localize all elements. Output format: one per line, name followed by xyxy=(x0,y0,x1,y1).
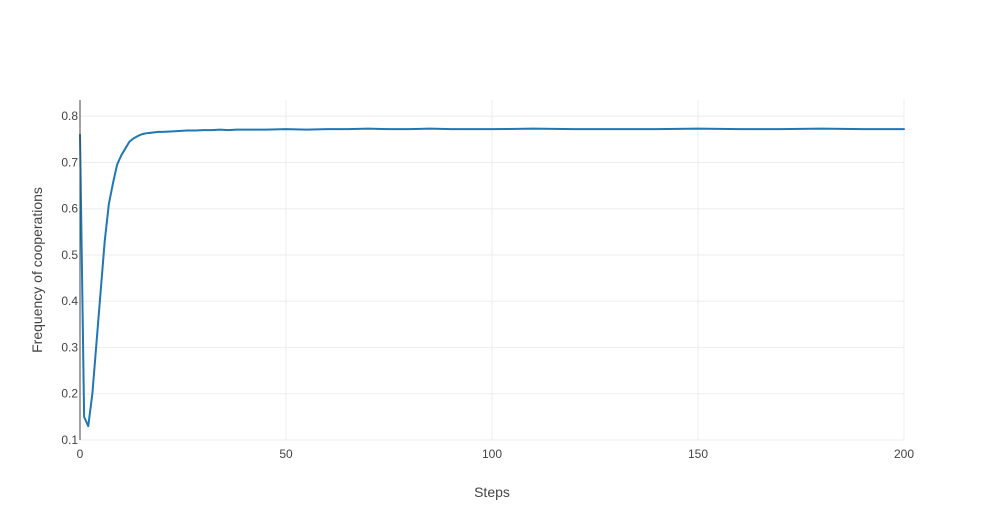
y-tick-label: 0.8 xyxy=(61,109,78,123)
x-axis-ticks: 0 50 100 150 200 xyxy=(77,447,915,461)
x-tick-label: 100 xyxy=(482,447,502,461)
y-axis-ticks: 0.1 0.2 0.3 0.4 0.5 0.6 0.7 0.8 xyxy=(61,109,78,447)
x-tick-label: 50 xyxy=(279,447,293,461)
x-axis-title: Steps xyxy=(474,484,510,500)
y-tick-label: 0.3 xyxy=(61,340,78,354)
grid xyxy=(80,100,905,441)
x-tick-label: 0 xyxy=(77,447,84,461)
y-tick-label: 0.7 xyxy=(61,155,78,169)
x-tick-label: 200 xyxy=(894,447,914,461)
y-tick-label: 0.6 xyxy=(61,202,78,216)
x-tick-label: 150 xyxy=(688,447,708,461)
y-tick-label: 0.5 xyxy=(61,248,78,262)
y-axis-title: Frequency of cooperations xyxy=(29,187,45,353)
y-tick-label: 0.2 xyxy=(61,387,78,401)
series-line xyxy=(79,127,905,428)
series-layer xyxy=(79,127,905,428)
y-tick-label: 0.1 xyxy=(61,433,78,447)
y-tick-label: 0.4 xyxy=(61,294,78,308)
